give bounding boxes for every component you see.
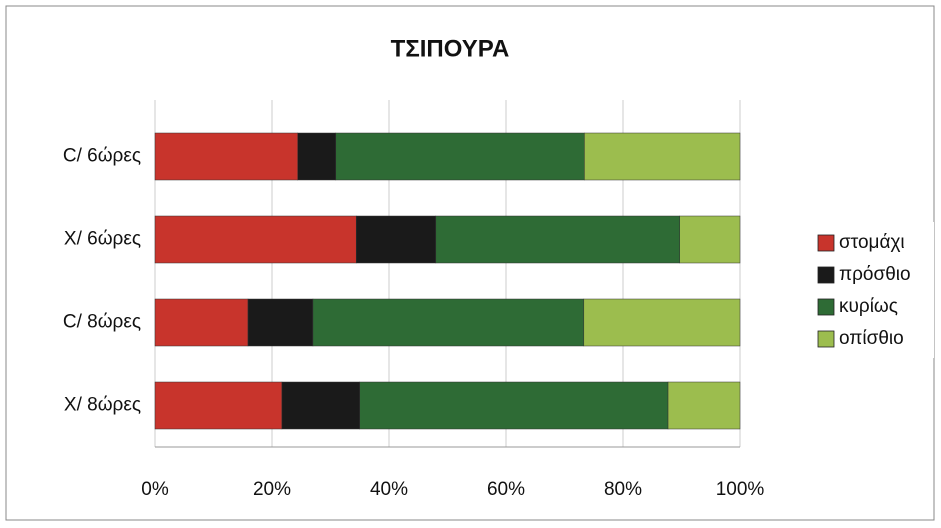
x-tick-label: 0% (141, 479, 169, 500)
bar-segment (154, 381, 283, 430)
bar-segment (583, 298, 741, 347)
bar-segment (297, 132, 337, 181)
y-tick-label: Χ/ 6ώρες (64, 229, 141, 250)
y-tick-label: C/ 6ώρες (63, 146, 141, 167)
chart-title: ΤΣΙΠΟΥΡΑ (391, 35, 510, 62)
legend-swatch (817, 234, 835, 252)
legend-label: πρόσθιο (839, 264, 911, 285)
bar-segment (584, 132, 741, 181)
x-tick-label: 60% (487, 479, 525, 500)
x-tick-label: 40% (370, 479, 408, 500)
bar-segment (312, 298, 585, 347)
bar-segment (435, 215, 680, 264)
bar-segment (667, 381, 741, 430)
bar-segment (335, 132, 585, 181)
x-tick-label: 20% (253, 479, 291, 500)
legend-label: οπίσθιο (839, 328, 904, 349)
legend-swatch (817, 330, 835, 348)
bar-segment (355, 215, 437, 264)
legend-swatch (817, 298, 835, 316)
legend-swatch (817, 266, 835, 284)
legend-label: στομάχι (839, 232, 905, 253)
bar-segment (679, 215, 741, 264)
y-tick-label: Χ/ 8ώρες (64, 395, 141, 416)
bar-segment (359, 381, 669, 430)
bar-segment (247, 298, 314, 347)
legend-label: κυρίως (839, 296, 898, 317)
x-tick-label: 100% (716, 479, 765, 500)
bar-segment (154, 132, 298, 181)
bar-segment (154, 298, 249, 347)
bar-segment (154, 215, 357, 264)
y-tick-label: C/ 8ώρες (63, 312, 141, 333)
x-tick-label: 80% (604, 479, 642, 500)
bar-segment (281, 381, 361, 430)
